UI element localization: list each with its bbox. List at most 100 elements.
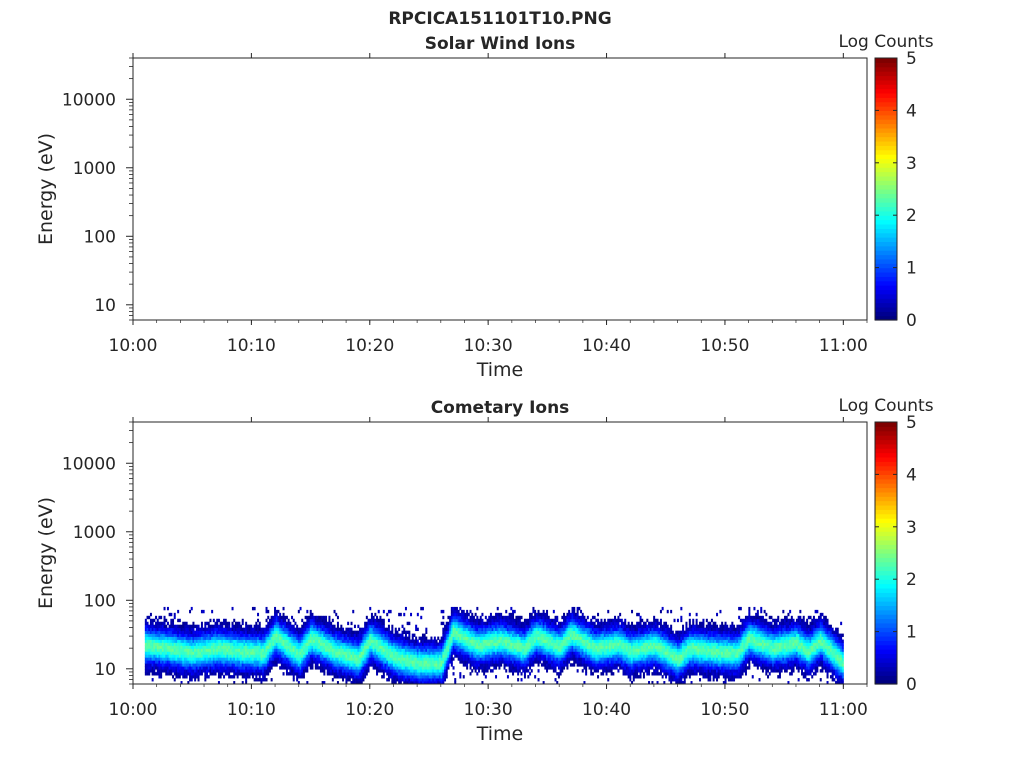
heatmap-cell [163,660,166,664]
heatmap-cell [240,660,243,664]
heatmap-cell [195,669,198,673]
heatmap-cell [437,654,440,658]
heatmap-cell [459,672,462,676]
heatmap-cell [493,633,496,637]
heatmap-cell [389,609,392,614]
heatmap-cell [163,633,166,637]
heatmap-cell [399,648,402,652]
heatmap-cell [272,621,275,626]
heatmap-cell [564,648,567,652]
heatmap-cell [500,657,503,661]
heatmap-cell [522,663,525,667]
heatmap-cell [369,663,372,667]
heatmap-cell [486,639,489,643]
heatmap-cell [479,639,482,643]
heatmap-cell [404,657,407,661]
heatmap-cell [347,648,350,652]
heatmap-cell [574,612,577,617]
heatmap-cell [224,621,227,626]
heatmap-cell [585,660,588,664]
heatmap-cell [401,666,404,670]
heatmap-cell [319,633,322,637]
heatmap-cell [207,624,210,629]
heatmap-cell [408,675,411,679]
heatmap-cell [573,606,576,611]
heatmap-cell [212,648,215,652]
heatmap-cell [539,654,542,658]
heatmap-cell [149,630,152,635]
heatmap-cell [471,663,474,667]
heatmap-cell [461,642,464,646]
heatmap-cell [274,606,277,611]
heatmap-cell [153,654,156,658]
heatmap-cell [265,627,268,632]
heatmap-cell [267,621,270,626]
heatmap-cell [190,639,193,643]
heatmap-cell [374,618,377,623]
heatmap-cell [224,648,227,652]
heatmap-cell [200,624,203,629]
heatmap-cell [202,654,205,658]
heatmap-cell [180,624,183,629]
heatmap-cell [270,666,273,670]
heatmap-cell [189,633,192,637]
heatmap-cell [484,615,487,620]
heatmap-cell [272,660,275,664]
heatmap-cell [506,654,509,658]
heatmap-cell [503,651,506,655]
heatmap-cell [573,630,576,635]
heatmap-cell [546,609,549,614]
colorbar-swatch [875,123,897,129]
heatmap-cell [357,675,360,679]
heatmap-cell [391,678,394,682]
heatmap-cell [279,666,282,670]
heatmap-cell [447,663,450,667]
heatmap-cell [404,663,407,667]
heatmap-cell [275,654,278,658]
heatmap-cell [282,615,285,620]
heatmap-cell [228,621,231,626]
heatmap-cell [166,657,169,661]
heatmap-cell [513,669,516,673]
heatmap-cell [359,672,362,676]
heatmap-cell [391,630,394,635]
heatmap-cell [308,639,311,643]
heatmap-cell [410,660,413,664]
heatmap-cell [206,666,209,670]
colorbar-swatch [875,311,897,317]
heatmap-cell [505,654,508,658]
heatmap-cell [542,615,545,620]
heatmap-cell [267,657,270,661]
heatmap-cell [323,636,326,640]
heatmap-cell [442,636,445,640]
heatmap-cell [554,633,557,637]
heatmap-cell [183,633,186,637]
heatmap-cell [581,663,584,667]
heatmap-cell [529,660,532,664]
heatmap-cell [420,660,423,664]
heatmap-cell [265,606,268,611]
heatmap-cell [330,663,333,667]
heatmap-cell [568,612,571,617]
heatmap-cell [240,633,243,637]
heatmap-cell [444,666,447,670]
heatmap-cell [323,660,326,664]
heatmap-cell [263,639,266,643]
heatmap-cell [410,612,413,617]
heatmap-cell [309,639,312,643]
heatmap-cell [518,630,521,635]
heatmap-cell [241,636,244,640]
heatmap-cell [447,633,450,637]
heatmap-cell [207,660,210,664]
heatmap-cell [418,666,421,670]
heatmap-cell [301,639,304,643]
heatmap-cell [503,618,506,623]
heatmap-cell [275,642,278,646]
heatmap-cell [546,642,549,646]
heatmap-cell [381,630,384,635]
heatmap-cell [313,639,316,643]
heatmap-cell [265,624,268,629]
heatmap-cell [527,639,530,643]
heatmap-cell [437,678,440,682]
heatmap-cell [503,654,506,658]
